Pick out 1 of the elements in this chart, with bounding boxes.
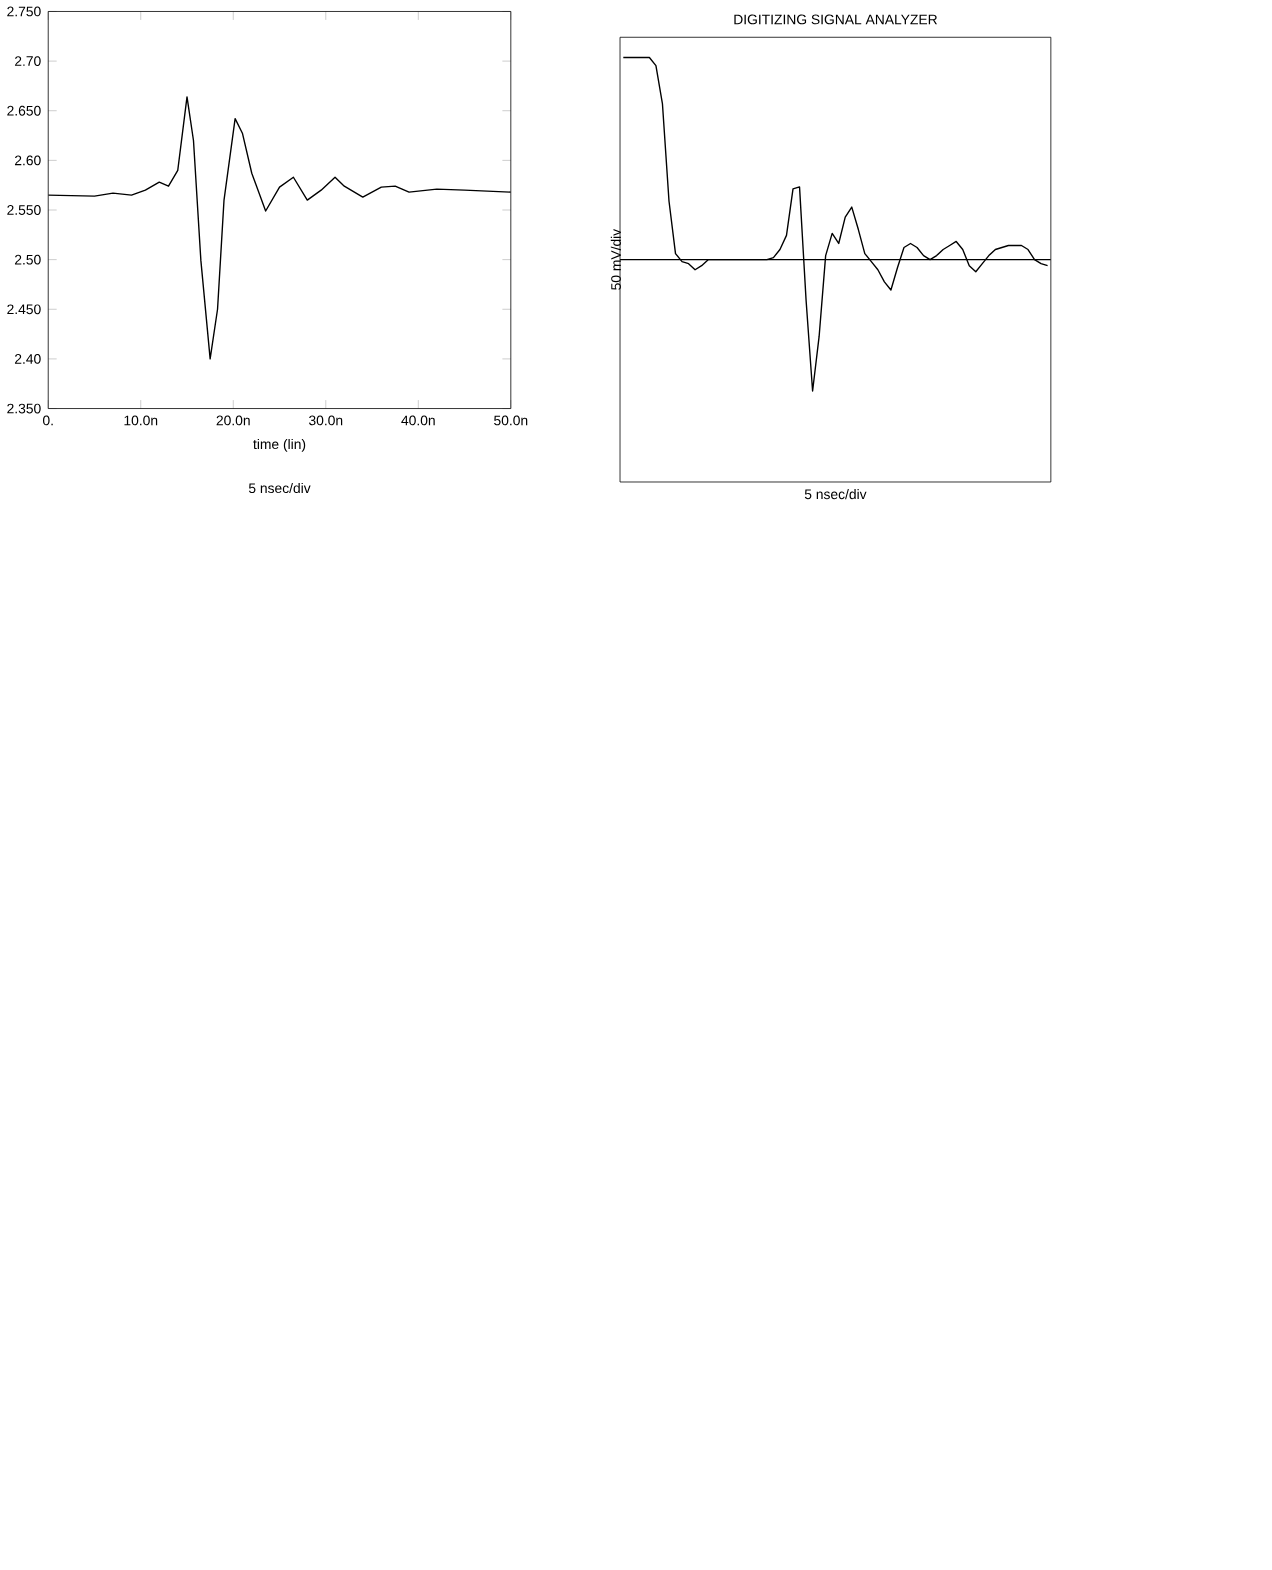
line-series xyxy=(48,96,512,360)
